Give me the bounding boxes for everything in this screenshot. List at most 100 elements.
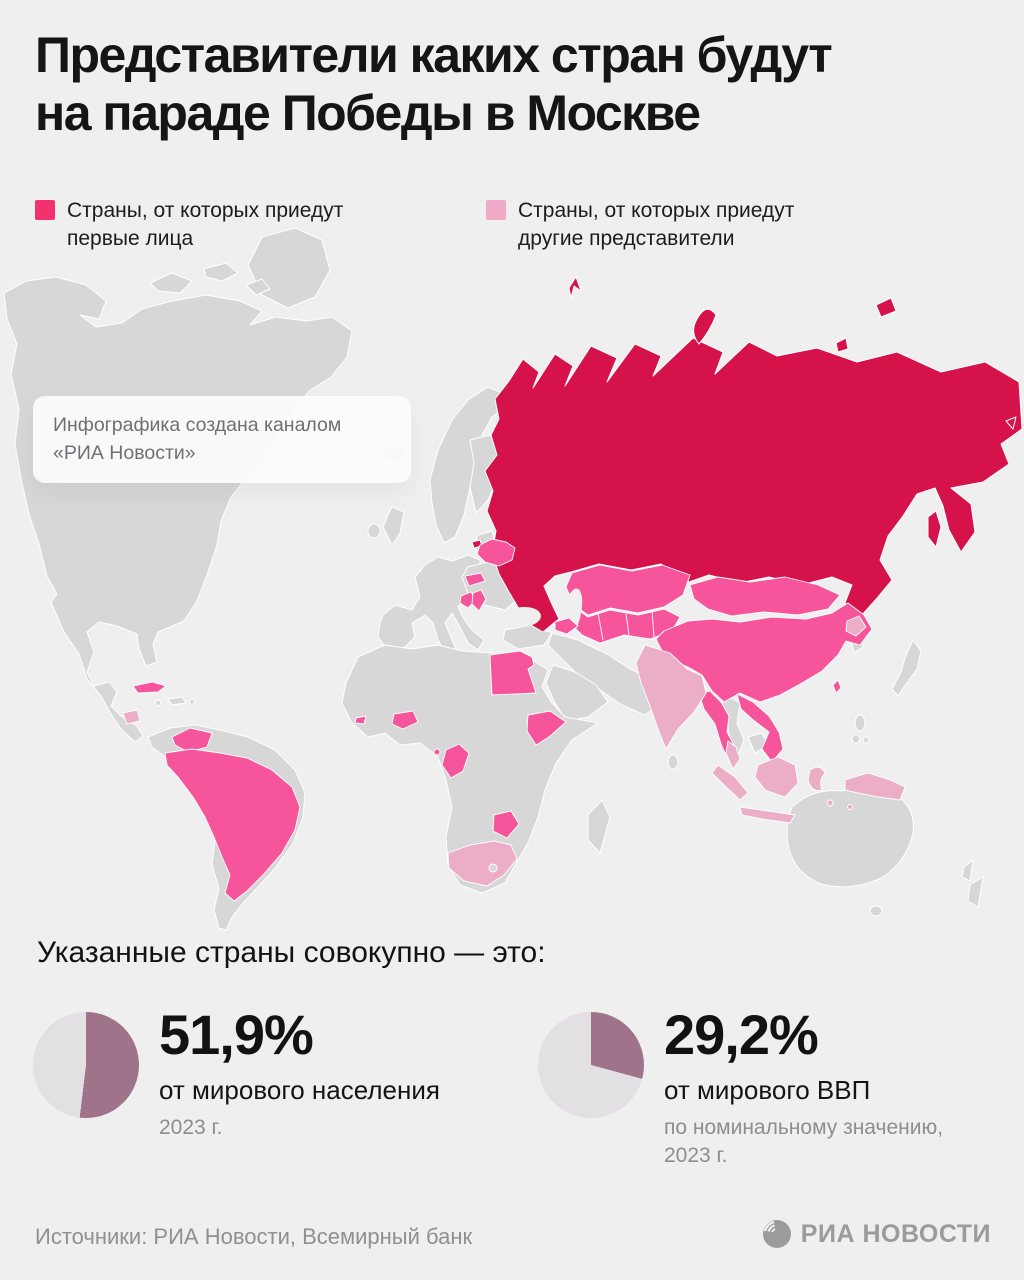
country-ethiopia [526,710,567,746]
landmass-jamaica [155,700,161,706]
stat-gdp-value: 29,2% [664,1003,819,1066]
sources-line: Источники: РИА Новости, Всемирный банк [35,1224,473,1249]
country-belarus [476,538,516,567]
landmasses [3,227,984,931]
landmass-madagascar [587,799,611,854]
landmass-greenland [247,227,331,309]
landmass-philippines-3 [862,736,870,744]
stat-gdp-text: 29,2% от мирового ВВП по номинальному зн… [664,1003,994,1170]
border-central-asia-2 [625,613,630,636]
country-myanmar [698,690,737,763]
country-laos-vietnam [736,693,784,763]
ria-novosti-logo-icon [762,1220,791,1248]
summary-heading: Указанные страны совокупно — это: [37,936,546,969]
ria-novosti-logo-text: РИА НОВОСТИ [800,1219,991,1248]
stat-gdp-label: от мирового ВВП [664,1074,871,1105]
landmass-philippines [854,714,866,732]
country-russia-novosibirsk-islands [835,337,849,353]
country-equatorial-guinea [433,748,441,756]
country-russia-svalbard [568,276,582,299]
landmass-europe [377,554,485,658]
landmass-arctic-canada [149,272,193,294]
stat-population-value: 51,9% [159,1003,314,1066]
landmass-japan [891,639,922,697]
landmass-lesotho [488,863,498,873]
country-russia-wrangel [875,297,897,318]
landmass-australia [786,787,914,888]
country-burkina-faso [391,710,419,730]
country-armenia-azerbaijan [554,617,579,635]
country-north-korea [845,615,867,637]
landmass-new-zealand-south [967,876,984,908]
landmass-arctic-canada-2 [203,262,239,282]
stat-gdp-note: по номинальному значению, 2023 г. [664,1115,944,1168]
landmass-tasmania [869,905,883,917]
country-sumatra [711,764,749,801]
landmass-philippines-2 [851,734,861,744]
legend-label-first-persons: Страны, от которых приедут первые лица [67,199,344,250]
border-central-asia-1 [597,612,604,641]
country-slovakia [464,572,486,587]
ria-novosti-logo: РИА НОВОСТИ [762,1219,991,1249]
country-zimbabwe [492,810,520,839]
title-line-1: Представители каких стран будут [35,27,833,83]
landmass-north-america [3,276,353,743]
country-russia-novaya-zemlya [693,308,717,345]
stat-gdp: 29,2% от мирового ВВП по номинальному зн… [538,1003,994,1170]
landmass-arctic-canada-3 [245,278,271,296]
country-maluku [847,804,853,810]
landmass-great-britain [382,506,405,546]
landmass-hispaniola [167,696,187,706]
country-guinea-bissau [354,715,367,725]
country-congo [441,743,470,779]
host-country [471,276,1023,633]
page-title: Представители каких стран будут на парад… [35,26,985,142]
country-egypt [489,650,537,696]
border-central-asia-3 [651,609,655,638]
stat-population-label: от мирового населения [159,1074,440,1105]
country-sulawesi [807,766,826,791]
landmass-scandinavia [429,386,506,544]
landmass-new-zealand-north [961,859,974,882]
country-russia [484,337,1023,633]
population-pie-chart [33,1012,139,1118]
country-malaysia-peninsula [725,740,741,770]
stat-population-note: 2023 г. [159,1115,223,1139]
landmass-sri-lanka [667,754,679,770]
stat-population-text: 51,9% от мирового населения 2023 г. [159,1003,440,1142]
country-lesser-sunda [826,799,834,807]
black-sea [505,606,541,628]
landmass-puerto-rico [189,699,195,705]
country-russia-far-east-island [1005,416,1017,430]
country-india [635,644,707,750]
gdp-pie-chart [538,1012,644,1118]
country-russia-sakhalin [927,510,942,548]
country-borneo [754,756,799,798]
country-cuba [132,681,167,694]
legend-swatch-first-persons [35,200,55,220]
title-line-2: на параде Победы в Москве [35,85,701,141]
country-venezuela [171,727,213,753]
country-brazil [164,748,301,902]
landmass-arabia [545,664,609,722]
legend-item-first-persons: Страны, от которых приедут первые лица [35,197,412,253]
infographic-note: Инфографика создана каналом «РИА Новости… [33,396,411,484]
stat-population: 51,9% от мирового населения 2023 г. [33,1003,440,1142]
country-china [655,602,873,703]
country-new-guinea [844,772,906,801]
country-nicaragua [122,709,141,725]
legend-swatch-other-reps [486,200,506,220]
country-mongolia [689,576,841,617]
more-countries [122,615,906,902]
landmass-ireland [367,523,381,539]
country-serbia [471,589,487,612]
country-kazakhstan [565,564,691,616]
country-taiwan [832,679,842,694]
legend-label-other-reps: Страны, от которых приедут другие предст… [518,199,795,250]
country-java [739,806,796,824]
first-persons-countries [459,538,873,763]
world-map [3,227,1023,931]
legend-item-other-reps: Страны, от которых приедут другие предст… [486,197,863,253]
country-south-africa [447,840,518,887]
